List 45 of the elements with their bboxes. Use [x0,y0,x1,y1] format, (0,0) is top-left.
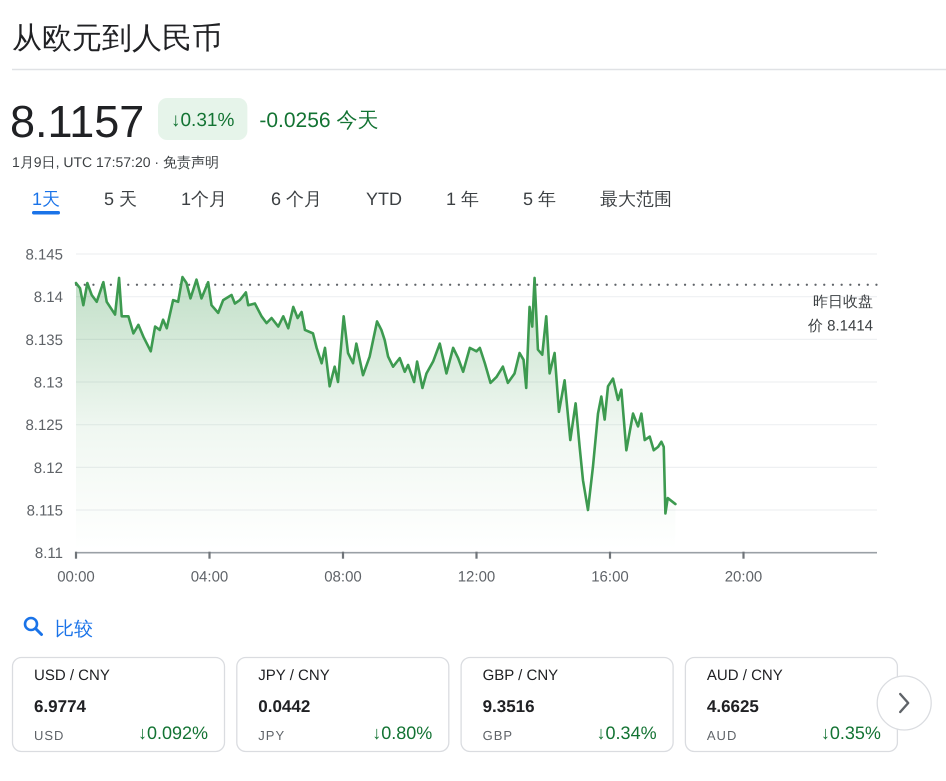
text: 最大范围 [600,189,672,209]
x-tick-label: 20:00 [724,568,762,586]
text: YTD [366,189,402,209]
text: 5 天 [104,189,138,209]
text: ↓0.092% [138,723,208,743]
text: 8.1157 [10,96,144,147]
text: AUD / CNY [706,667,783,684]
text: 1天 [32,189,60,209]
text: 1 年 [446,189,480,209]
text: USD [34,728,64,743]
text: 6.9774 [34,697,87,716]
text: AUD [706,728,738,743]
x-tick-label: 16:00 [591,568,629,586]
text: JPY [258,728,286,743]
y-tick-label: 8.145 [25,246,63,264]
y-tick-label: 8.13 [34,374,63,392]
text: ↓0.35% [820,723,881,743]
y-tick-label: 8.135 [25,332,63,349]
x-tick-label: 04:00 [190,568,228,586]
x-tick-label: 12:00 [458,568,496,586]
text: ↓0.80% [372,723,432,743]
y-tick-label: 8.14 [34,289,63,306]
y-tick-label: 8.125 [25,417,63,434]
text: 4.6625 [706,697,759,716]
chart-subtitle: 1月9日, UTC 17:57:20 · 免责声明 [12,154,219,170]
text: ↓0.34% [596,723,657,743]
text: 1个月 [181,189,228,209]
text: GBP [482,728,514,743]
text: USD / CNY [34,667,110,684]
y-tick-label: 8.12 [34,460,63,477]
y-tick-label: 8.11 [34,545,63,562]
x-tick-label: 08:00 [324,568,362,586]
text: 0.0442 [258,697,310,716]
y-tick-label: 8.115 [26,502,63,520]
text: 6 个月 [271,189,322,209]
text: 比较 [55,619,93,640]
text: JPY / CNY [258,667,330,684]
text: GBP / CNY [482,667,558,684]
chart-title: 从欧元到人民币 [12,22,222,55]
text: 9.3516 [482,697,535,716]
text: -0.0256 今天 [259,109,378,132]
text: ↓0.31% [171,110,234,131]
ref-line-label: 昨日收盘价 8.1414 [806,294,873,335]
x-tick-label: 00:00 [57,568,95,586]
text: 5 年 [523,189,556,209]
